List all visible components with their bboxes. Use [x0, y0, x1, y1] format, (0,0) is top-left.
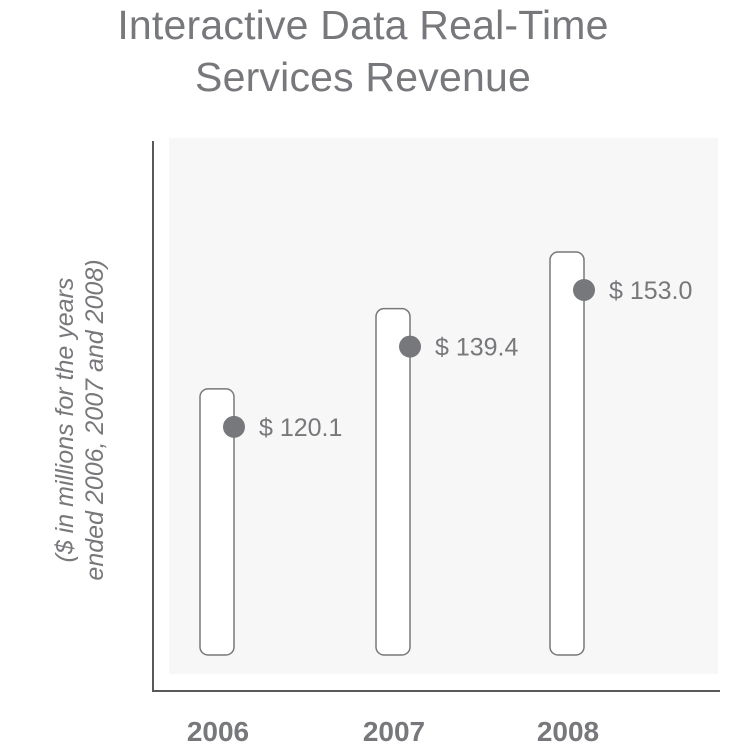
bar-2007 [375, 307, 411, 656]
chart-title-line-1: Interactive Data Real-Time [117, 2, 609, 48]
marker-2007 [399, 335, 421, 358]
bar-2006 [199, 388, 235, 656]
x-tick-label-2006: 2006 [187, 716, 249, 747]
data-label-2007: $ 139.4 [435, 334, 519, 362]
data-label-2008: $ 153.0 [609, 277, 692, 305]
data-label-2006: $ 120.1 [259, 414, 342, 442]
marker-2006 [223, 415, 245, 438]
bar-2008 [549, 251, 585, 656]
chart-marks: $ 120.1 2006 $ 139.4 2007 $ 153.0 2008 [187, 251, 692, 747]
chart-title-line-2: Services Revenue [195, 54, 531, 100]
marker-2008 [573, 279, 595, 302]
x-tick-label-2008: 2008 [537, 716, 599, 747]
plot-background [169, 138, 718, 674]
x-tick-label-2007: 2007 [363, 716, 425, 747]
